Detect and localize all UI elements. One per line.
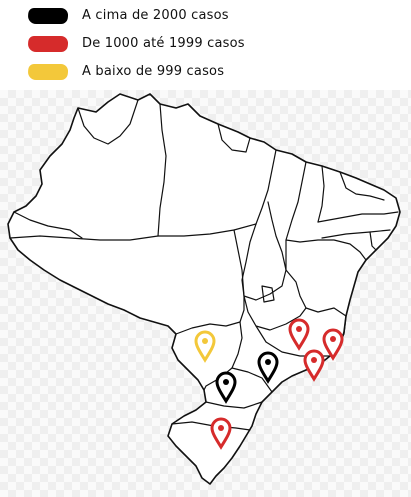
map-pin-dot (202, 338, 208, 344)
border-ma-pi (285, 161, 307, 271)
border-pa-ma (255, 149, 277, 225)
map-pin-dot (265, 359, 271, 365)
map-pin-icon (194, 330, 216, 363)
border-pa-mt-to (157, 223, 257, 237)
map-markers (194, 318, 344, 450)
border-to (241, 201, 287, 301)
map-pin-icon (257, 351, 279, 384)
border-am-south (9, 235, 159, 241)
border-mt-ms (175, 295, 245, 335)
map-pin-icon (303, 349, 325, 382)
border-am-pa (157, 103, 167, 237)
border-ce-rn-pb (339, 171, 385, 201)
brazil-map (7, 93, 401, 485)
map-pin-icon (194, 330, 216, 363)
brazil-outline (7, 93, 401, 485)
legend-swatch-red (27, 36, 69, 52)
map-pin-icon (210, 417, 232, 450)
legend-swatch-yellow (27, 64, 69, 80)
map-pin-icon (288, 318, 310, 351)
map-pin-icon (322, 328, 344, 361)
map-pin-icon (288, 318, 310, 351)
legend-swatch-black (27, 8, 69, 24)
border-pe-al (321, 229, 391, 239)
map-panel (0, 90, 411, 497)
border-pr-sc (205, 401, 263, 409)
map-pin-icon (322, 328, 344, 361)
border-go-df (261, 285, 275, 303)
border-ap (217, 123, 251, 153)
border-go-mg (243, 295, 307, 331)
map-pin-icon (257, 351, 279, 384)
border-al-se (369, 231, 377, 251)
map-pin-dot (296, 326, 302, 332)
border-rr (77, 99, 139, 145)
border-mt-go (233, 229, 245, 297)
legend: A cima de 2000 casos De 1000 até 1999 ca… (0, 0, 411, 90)
legend-label: A cima de 2000 casos (82, 8, 229, 23)
map-pin-dot (223, 379, 229, 385)
legend-label: De 1000 até 1999 casos (82, 36, 245, 51)
map-pin-dot (311, 357, 317, 363)
border-pi-ce (317, 165, 325, 223)
map-pin-dot (218, 425, 224, 431)
map-pin-dot (330, 336, 336, 342)
map-pin-icon (215, 371, 237, 404)
border-sp-pr (231, 367, 273, 393)
map-pin-icon (303, 349, 325, 382)
border-pb-pe (317, 211, 399, 223)
map-pin-icon (210, 417, 232, 450)
legend-label: A baixo de 999 casos (82, 64, 225, 79)
border-ba (285, 239, 367, 261)
border-ac-am (13, 211, 83, 239)
map-pin-icon (215, 371, 237, 404)
